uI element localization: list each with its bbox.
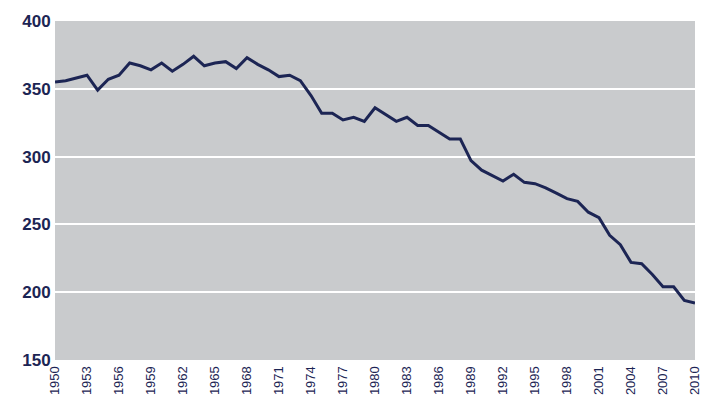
svg-text:150: 150: [22, 351, 50, 370]
svg-text:1983: 1983: [399, 366, 414, 395]
svg-text:400: 400: [22, 12, 50, 31]
svg-text:250: 250: [22, 215, 50, 234]
svg-text:1956: 1956: [111, 366, 126, 395]
svg-text:1977: 1977: [335, 366, 350, 395]
svg-text:350: 350: [22, 80, 50, 99]
svg-text:1995: 1995: [527, 366, 542, 395]
svg-text:1986: 1986: [431, 366, 446, 395]
svg-text:1968: 1968: [239, 366, 254, 395]
svg-text:2004: 2004: [623, 366, 638, 395]
svg-text:2007: 2007: [655, 366, 670, 395]
svg-text:2010: 2010: [687, 366, 702, 395]
svg-text:1971: 1971: [271, 366, 286, 395]
svg-text:1992: 1992: [495, 366, 510, 395]
svg-text:1959: 1959: [143, 366, 158, 395]
svg-text:1962: 1962: [175, 366, 190, 395]
svg-text:1980: 1980: [367, 366, 382, 395]
svg-text:2001: 2001: [591, 366, 606, 395]
svg-text:200: 200: [22, 283, 50, 302]
svg-text:300: 300: [22, 148, 50, 167]
svg-text:1953: 1953: [79, 366, 94, 395]
svg-text:1989: 1989: [463, 366, 478, 395]
svg-text:1965: 1965: [207, 366, 222, 395]
svg-text:1998: 1998: [559, 366, 574, 395]
svg-text:1950: 1950: [47, 366, 62, 395]
svg-text:1974: 1974: [303, 366, 318, 395]
